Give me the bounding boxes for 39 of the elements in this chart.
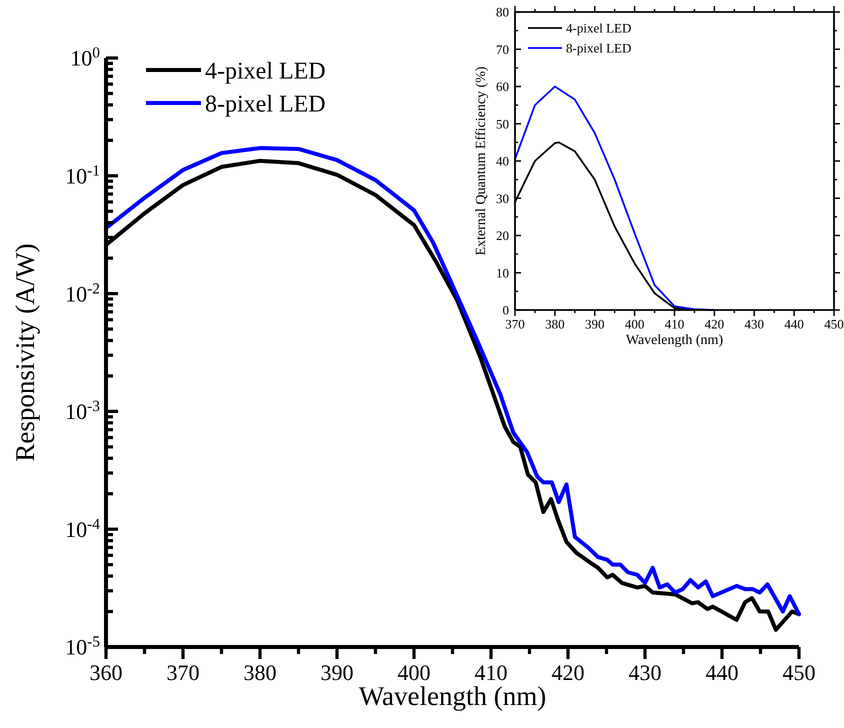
legend-label: 8-pixel LED <box>205 91 326 118</box>
x-tick-label: 370 <box>166 660 200 685</box>
y-tick-label: 70 <box>496 42 509 57</box>
legend-label: 4-pixel LED <box>566 20 632 36</box>
x-tick-label: 440 <box>784 316 804 332</box>
x-tick-label: 450 <box>824 316 844 332</box>
y-tick-label: 10$^{-3}$ <box>65 398 100 424</box>
x-tick-label: 420 <box>704 316 724 332</box>
y-tick-label: 10$^{-4}$ <box>65 515 100 542</box>
y-axis-title: Responsivity (A/W) <box>10 243 40 462</box>
x-tick-label: 400 <box>624 316 644 332</box>
x-tick-label: 410 <box>664 316 684 332</box>
legend-label: 8-pixel LED <box>566 40 632 56</box>
x-axis-title: Wavelength (nm) <box>626 333 724 348</box>
y-tick-label: 30 <box>496 190 509 206</box>
x-tick-label: 360 <box>90 660 122 685</box>
x-tick-label: 370 <box>505 316 525 332</box>
x-tick-label: 430 <box>744 316 764 332</box>
y-tick-label: 10$^{-2}$ <box>65 280 100 306</box>
x-tick-label: 450 <box>782 660 816 685</box>
x-tick-label: 440 <box>706 660 738 685</box>
y-tick-label: 40 <box>496 154 509 169</box>
x-tick-label: 390 <box>585 316 604 332</box>
y-tick-label: 80 <box>496 4 509 20</box>
y-tick-label: 20 <box>496 228 509 244</box>
y-tick-label: 50 <box>496 116 509 132</box>
x-tick-label: 420 <box>552 660 584 685</box>
y-tick-label: 10 <box>496 265 509 280</box>
y-tick-label: 60 <box>496 79 509 94</box>
y-axis-title: External Quantum Efficiency (%) <box>474 66 489 256</box>
y-tick-label: 0 <box>502 302 509 318</box>
y-tick-label: 10$^{0}$ <box>70 44 100 71</box>
x-tick-label: 430 <box>628 660 662 685</box>
y-tick-label: 10$^{-1}$ <box>65 162 100 188</box>
legend-label: 4-pixel LED <box>205 58 326 84</box>
x-tick-label: 380 <box>244 660 276 685</box>
x-tick-label: 390 <box>320 660 354 685</box>
y-tick-label: 10$^{-5}$ <box>65 633 100 660</box>
x-tick-label: 380 <box>545 316 565 332</box>
